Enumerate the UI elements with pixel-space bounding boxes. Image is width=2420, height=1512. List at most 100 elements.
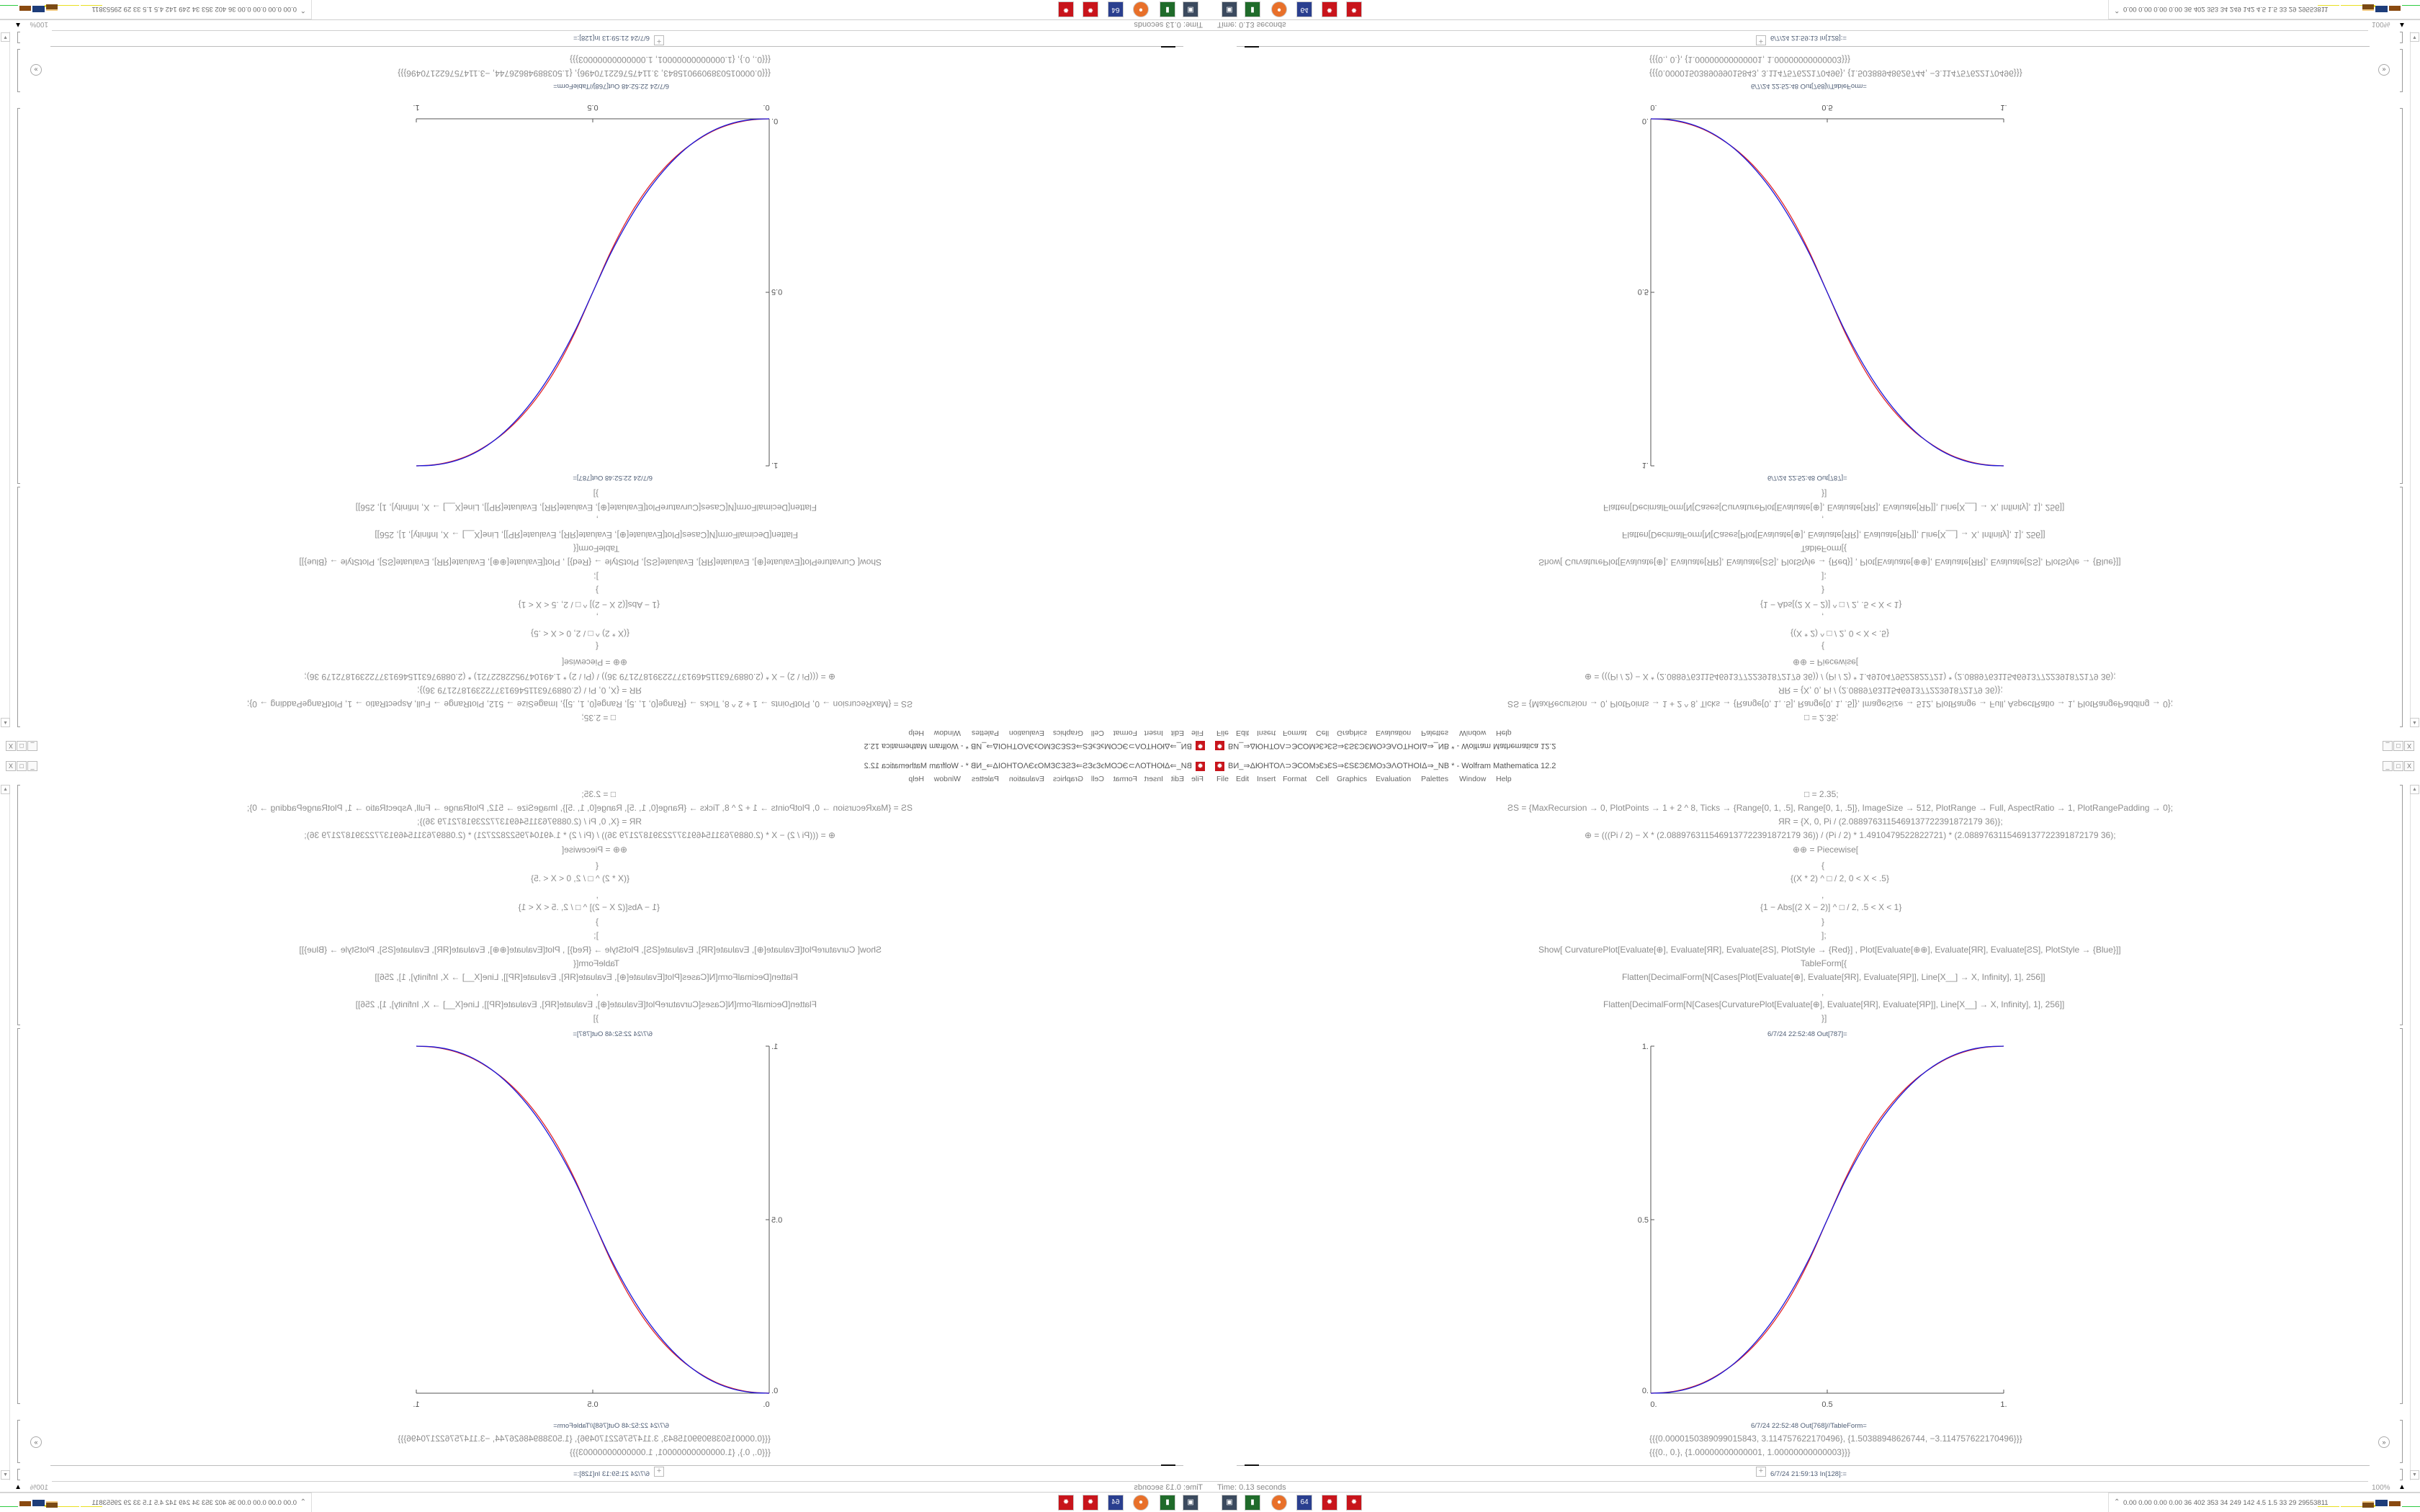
code-line[interactable]: ];: [593, 930, 599, 940]
close-button[interactable]: X: [2404, 761, 2414, 771]
code-line[interactable]: {: [1821, 642, 1825, 652]
code-line[interactable]: □ = 2.35;: [581, 789, 616, 799]
menu-help[interactable]: Help: [1496, 775, 1512, 783]
monitor-icon[interactable]: ▣: [1222, 1, 1237, 17]
vertical-scrollbar[interactable]: [1, 785, 10, 1480]
code-line[interactable]: ];: [1821, 930, 1827, 940]
menu-help[interactable]: Help: [1496, 729, 1512, 737]
expand-output-icon[interactable]: »: [2378, 64, 2390, 76]
scroll-down-arrow-icon[interactable]: ▼: [1, 1470, 10, 1480]
monitor-icon[interactable]: ▣: [1183, 1, 1198, 17]
cell-bracket-input[interactable]: [17, 785, 20, 1025]
zoom-menu-arrow-icon[interactable]: ▲: [14, 1483, 22, 1491]
code-line[interactable]: {: [1821, 860, 1825, 870]
mathematica-icon[interactable]: ✹: [1322, 1495, 1337, 1511]
code-line[interactable]: Flatten[DecimalForm[N[Cases[CurvaturePlo…: [1603, 503, 2065, 513]
menu-file[interactable]: File: [1216, 775, 1229, 783]
code-line[interactable]: }: [595, 585, 599, 595]
insert-cell-plus-icon[interactable]: +: [1756, 35, 1766, 45]
zoom-level[interactable]: 100%: [30, 1484, 48, 1492]
menu-graphics[interactable]: Graphics: [1337, 729, 1368, 737]
close-button[interactable]: X: [6, 761, 16, 771]
code-line[interactable]: TableForm[{: [573, 958, 619, 968]
menu-window[interactable]: Window: [1459, 729, 1487, 737]
code-line[interactable]: {(X * 2) ^ □ / 2, 0 < X < .5}: [531, 629, 629, 639]
menu-window[interactable]: Window: [1459, 775, 1487, 783]
maximize-button[interactable]: □: [2393, 761, 2403, 771]
menu-edit[interactable]: Edit: [1170, 729, 1184, 737]
code-line[interactable]: ,: [1821, 890, 1824, 900]
code-line[interactable]: }]: [1821, 489, 1827, 499]
code-line[interactable]: {: [595, 860, 599, 870]
scroll-up-arrow-icon[interactable]: ▲: [2410, 785, 2419, 794]
code-line[interactable]: ЯR = {X, 0, Pi / (2.08897631154691377223…: [417, 685, 642, 696]
code-line[interactable]: Flatten[DecimalForm[N[Cases[CurvaturePlo…: [355, 503, 817, 513]
code-line[interactable]: ЯR = {X, 0, Pi / (2.08897631154691377223…: [1778, 816, 2003, 827]
scroll-up-arrow-icon[interactable]: ▲: [1, 718, 10, 727]
code-line[interactable]: Show[ CurvaturePlot[Evaluate[⊕], Evaluat…: [1538, 945, 2121, 955]
menu-graphics[interactable]: Graphics: [1337, 775, 1368, 783]
code-line[interactable]: {(X * 2) ^ □ / 2, 0 < X < .5}: [531, 873, 629, 883]
zoom-level[interactable]: 100%: [2372, 20, 2390, 28]
cell-bracket-new[interactable]: [17, 1469, 20, 1480]
code-line[interactable]: }: [1821, 917, 1825, 927]
code-line[interactable]: ƧS = {MaxRecursion → 0, PlotPoints → 1 +…: [246, 699, 913, 709]
code-line[interactable]: ,: [1821, 987, 1824, 997]
floppy-64-icon[interactable]: 64: [1108, 1495, 1124, 1511]
menu-format[interactable]: Format: [1283, 729, 1307, 737]
code-line[interactable]: ];: [593, 572, 599, 582]
code-line[interactable]: ⊕ = (((Pi / 2) − X * (2.0889763115469137…: [1585, 830, 2116, 840]
code-line[interactable]: ЯR = {X, 0, Pi / (2.08897631154691377223…: [1778, 685, 2003, 696]
zoom-menu-arrow-icon[interactable]: ▲: [14, 21, 22, 29]
code-line[interactable]: Flatten[DecimalForm[N[Cases[CurvaturePlo…: [1603, 999, 2065, 1009]
mathematica-icon[interactable]: ✹: [1346, 1, 1362, 17]
cell-bracket-input[interactable]: [2400, 487, 2403, 727]
vertical-scrollbar[interactable]: [1, 32, 10, 727]
maximize-button[interactable]: □: [17, 761, 27, 771]
scroll-up-arrow-icon[interactable]: ▲: [2410, 718, 2419, 727]
firefox-icon[interactable]: ●: [1133, 1, 1149, 17]
code-line[interactable]: {1 − Abs[(2 X − 2)] ^ □ / 2, .5 < X < 1}: [518, 600, 660, 610]
insert-cell-plus-icon[interactable]: +: [654, 35, 664, 45]
code-line[interactable]: ⊕⊕ = Piecewise[: [1793, 657, 1859, 667]
scroll-down-arrow-icon[interactable]: ▼: [2410, 1470, 2419, 1480]
expand-output-icon[interactable]: »: [30, 64, 42, 76]
vertical-scrollbar[interactable]: [2410, 785, 2419, 1480]
menu-file[interactable]: File: [1191, 775, 1204, 783]
menu-file[interactable]: File: [1216, 729, 1229, 737]
menu-edit[interactable]: Edit: [1170, 775, 1184, 783]
monitor-icon[interactable]: ▣: [1183, 1495, 1198, 1511]
menu-format[interactable]: Format: [1283, 775, 1307, 783]
code-line[interactable]: ,: [596, 987, 599, 997]
zoom-level[interactable]: 100%: [2372, 1484, 2390, 1492]
insert-cell-plus-icon[interactable]: +: [654, 1467, 664, 1477]
firefox-icon[interactable]: ●: [1271, 1495, 1287, 1511]
menu-cell[interactable]: Cell: [1090, 729, 1104, 737]
code-line[interactable]: ⊕ = (((Pi / 2) − X * (2.0889763115469137…: [304, 830, 835, 840]
code-line[interactable]: {(X * 2) ^ □ / 2, 0 < X < .5}: [1791, 629, 1889, 639]
floppy-64-icon[interactable]: 64: [1296, 1, 1312, 17]
code-line[interactable]: □ = 2.35;: [1804, 713, 1839, 723]
mathematica-icon[interactable]: ✹: [1058, 1495, 1074, 1511]
menu-insert[interactable]: Insert: [1144, 729, 1163, 737]
cell-bracket-plot[interactable]: [2400, 1028, 2403, 1404]
monitor-icon[interactable]: ▣: [1222, 1495, 1237, 1511]
code-line[interactable]: Flatten[DecimalForm[N[Cases[Plot[Evaluat…: [1622, 530, 2045, 540]
code-line[interactable]: Show[ CurvaturePlot[Evaluate[⊕], Evaluat…: [299, 557, 882, 567]
code-line[interactable]: □ = 2.35;: [581, 713, 616, 723]
terminal-icon[interactable]: ▮: [1245, 1, 1260, 17]
code-line[interactable]: {1 − Abs[(2 X − 2)] ^ □ / 2, .5 < X < 1}: [1760, 902, 1902, 912]
vertical-scrollbar[interactable]: [2410, 32, 2419, 727]
minimize-button[interactable]: _: [27, 761, 37, 771]
cell-bracket-plot[interactable]: [17, 1028, 20, 1404]
double-chevron-up-icon[interactable]: ⌃: [2114, 6, 2120, 14]
code-line[interactable]: Flatten[DecimalForm[N[Cases[CurvaturePlo…: [355, 999, 817, 1009]
code-line[interactable]: ,: [596, 612, 599, 622]
menu-palettes[interactable]: Palettes: [972, 775, 999, 783]
firefox-icon[interactable]: ●: [1133, 1495, 1149, 1511]
minimize-button[interactable]: _: [27, 741, 37, 751]
code-line[interactable]: ,: [596, 515, 599, 525]
double-chevron-up-icon[interactable]: ⌃: [2114, 1498, 2120, 1506]
zoom-level[interactable]: 100%: [30, 20, 48, 28]
code-line[interactable]: ⊕⊕ = Piecewise[: [561, 657, 627, 667]
